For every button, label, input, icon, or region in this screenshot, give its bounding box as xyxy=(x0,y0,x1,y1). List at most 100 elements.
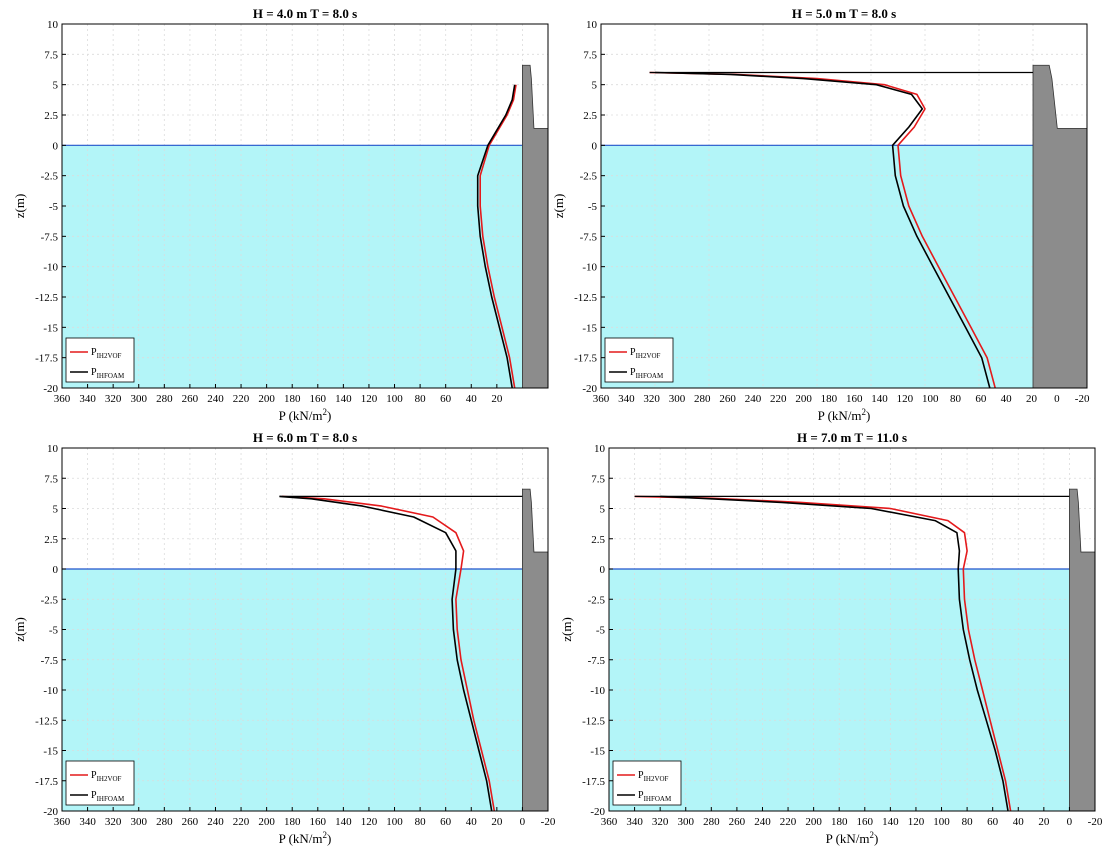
x-tick-label: 40 xyxy=(466,393,478,405)
chart-panel-1: -20 -17.5 -15 -12.5 -10 -7.5 -5 -2.5 0 2.5 5 7.5 10 3… xyxy=(12,6,549,423)
x-tick-label: 80 xyxy=(415,393,427,405)
y-tick-label: -12.5 xyxy=(582,715,605,727)
x-tick-label: 340 xyxy=(79,816,96,828)
x-tick-label: 100 xyxy=(386,393,403,405)
x-tick-label: 260 xyxy=(719,393,736,405)
legend-label: PIH2VOF xyxy=(91,770,122,783)
y-tick-label: 7.5 xyxy=(44,473,58,485)
y-tick-label: -2.5 xyxy=(41,171,59,183)
y-tick-label: -2.5 xyxy=(41,594,59,606)
x-tick-label: 320 xyxy=(652,816,669,828)
chart-panel-3: -20 -17.5 -15 -12.5 -10 -7.5 -5 -2.5 0 2.5 5 7.5 10 3… xyxy=(12,430,556,846)
y-tick-label: -12.5 xyxy=(574,292,597,304)
x-tick-label: 100 xyxy=(922,393,939,405)
x-tick-label: 40 xyxy=(466,816,478,828)
x-tick-label: 100 xyxy=(933,816,950,828)
x-tick-label: 60 xyxy=(987,816,999,828)
legend-box xyxy=(65,760,135,806)
x-tick-label: 360 xyxy=(54,393,71,405)
y-tick-label: -2.5 xyxy=(580,171,598,183)
legend-label: PIHFOAM xyxy=(630,367,664,380)
legend-box xyxy=(604,337,674,383)
y-tick-label: -7.5 xyxy=(41,655,59,667)
y-axis-label: z(m) xyxy=(559,617,574,642)
y-tick-label: -20 xyxy=(43,383,58,395)
x-tick-label: 180 xyxy=(284,816,301,828)
x-tick-label: 140 xyxy=(871,393,888,405)
y-tick-label: -7.5 xyxy=(580,231,598,243)
x-tick-label: 180 xyxy=(284,393,301,405)
x-tick-label: 220 xyxy=(233,816,250,828)
x-tick-label: 100 xyxy=(386,816,403,828)
y-tick-label: 5 xyxy=(53,80,59,92)
y-tick-label: 2.5 xyxy=(591,534,605,546)
y-tick-label: -10 xyxy=(43,685,58,697)
series-line-ihfoam xyxy=(654,71,991,389)
legend: PIH2VOF PIHFOAM xyxy=(604,337,674,383)
y-tick-label: -7.5 xyxy=(41,231,59,243)
series-line-ih2vof xyxy=(634,495,1012,812)
legend-box xyxy=(65,337,135,383)
water-region xyxy=(609,569,1095,811)
x-tick-label: 80 xyxy=(415,816,427,828)
y-tick-label: -7.5 xyxy=(588,655,606,667)
x-tick-label: 220 xyxy=(770,393,787,405)
legend-label: PIHFOAM xyxy=(91,367,125,380)
water-region xyxy=(62,569,548,811)
x-tick-label: 340 xyxy=(626,816,643,828)
y-tick-label: 2.5 xyxy=(44,534,58,546)
x-tick-label: 80 xyxy=(962,816,974,828)
y-tick-label: -2.5 xyxy=(588,594,606,606)
x-tick-label: -20 xyxy=(541,816,556,828)
y-tick-label: 10 xyxy=(47,443,59,455)
y-tick-label: 0 xyxy=(53,564,59,576)
x-tick-label: 320 xyxy=(105,393,122,405)
y-tick-label: -20 xyxy=(590,806,605,818)
y-tick-label: -5 xyxy=(596,625,606,637)
x-tick-label: 120 xyxy=(908,816,925,828)
y-tick-label: -20 xyxy=(582,383,597,395)
x-tick-label: 0 xyxy=(1054,393,1060,405)
breakwater-structure xyxy=(1069,488,1096,812)
y-tick-label: -17.5 xyxy=(35,776,58,788)
x-tick-label: -20 xyxy=(1088,816,1103,828)
legend-label: PIH2VOF xyxy=(638,770,669,783)
x-axis-label: P (kN/m2) xyxy=(826,830,879,846)
x-tick-label: 300 xyxy=(130,816,147,828)
y-axis-label: z(m) xyxy=(12,617,27,642)
y-tick-label: -15 xyxy=(43,746,58,758)
x-tick-label: 60 xyxy=(440,816,452,828)
breakwater-structure xyxy=(522,488,549,812)
y-tick-label: 10 xyxy=(586,19,598,31)
x-tick-label: 180 xyxy=(821,393,838,405)
x-tick-label: 300 xyxy=(130,393,147,405)
x-tick-label: 20 xyxy=(491,393,503,405)
x-tick-label: 200 xyxy=(258,393,275,405)
chart-title: H = 6.0 m T = 8.0 s xyxy=(253,430,357,445)
water-region xyxy=(601,145,1087,388)
x-tick-label: 160 xyxy=(310,816,327,828)
y-tick-label: -5 xyxy=(588,201,598,213)
x-tick-label: 240 xyxy=(745,393,762,405)
x-tick-label: 280 xyxy=(156,816,173,828)
series-line-ih2vof xyxy=(281,495,496,812)
y-tick-label: -15 xyxy=(582,322,597,334)
chart-title: H = 4.0 m T = 8.0 s xyxy=(253,6,357,21)
y-tick-label: -17.5 xyxy=(582,776,605,788)
series-line-ih2vof xyxy=(649,71,996,389)
x-tick-label: 40 xyxy=(1013,816,1025,828)
x-tick-label: 200 xyxy=(805,816,822,828)
legend-label: PIH2VOF xyxy=(630,347,661,360)
x-tick-label: 140 xyxy=(335,393,352,405)
x-tick-label: 360 xyxy=(601,816,618,828)
y-tick-label: 5 xyxy=(53,504,59,516)
y-tick-label: 5 xyxy=(600,504,606,516)
x-tick-label: 260 xyxy=(182,816,199,828)
x-tick-label: 20 xyxy=(491,816,503,828)
x-tick-label: 20 xyxy=(1026,393,1038,405)
series-line-ihfoam xyxy=(279,495,493,812)
legend-label: PIHFOAM xyxy=(91,790,125,803)
y-axis-label: z(m) xyxy=(551,194,566,219)
x-tick-label: 300 xyxy=(677,816,694,828)
chart-panel-2: -20 -17.5 -15 -12.5 -10 -7.5 -5 -2.5 0 2.5 5 7.5 10 3… xyxy=(551,6,1090,423)
